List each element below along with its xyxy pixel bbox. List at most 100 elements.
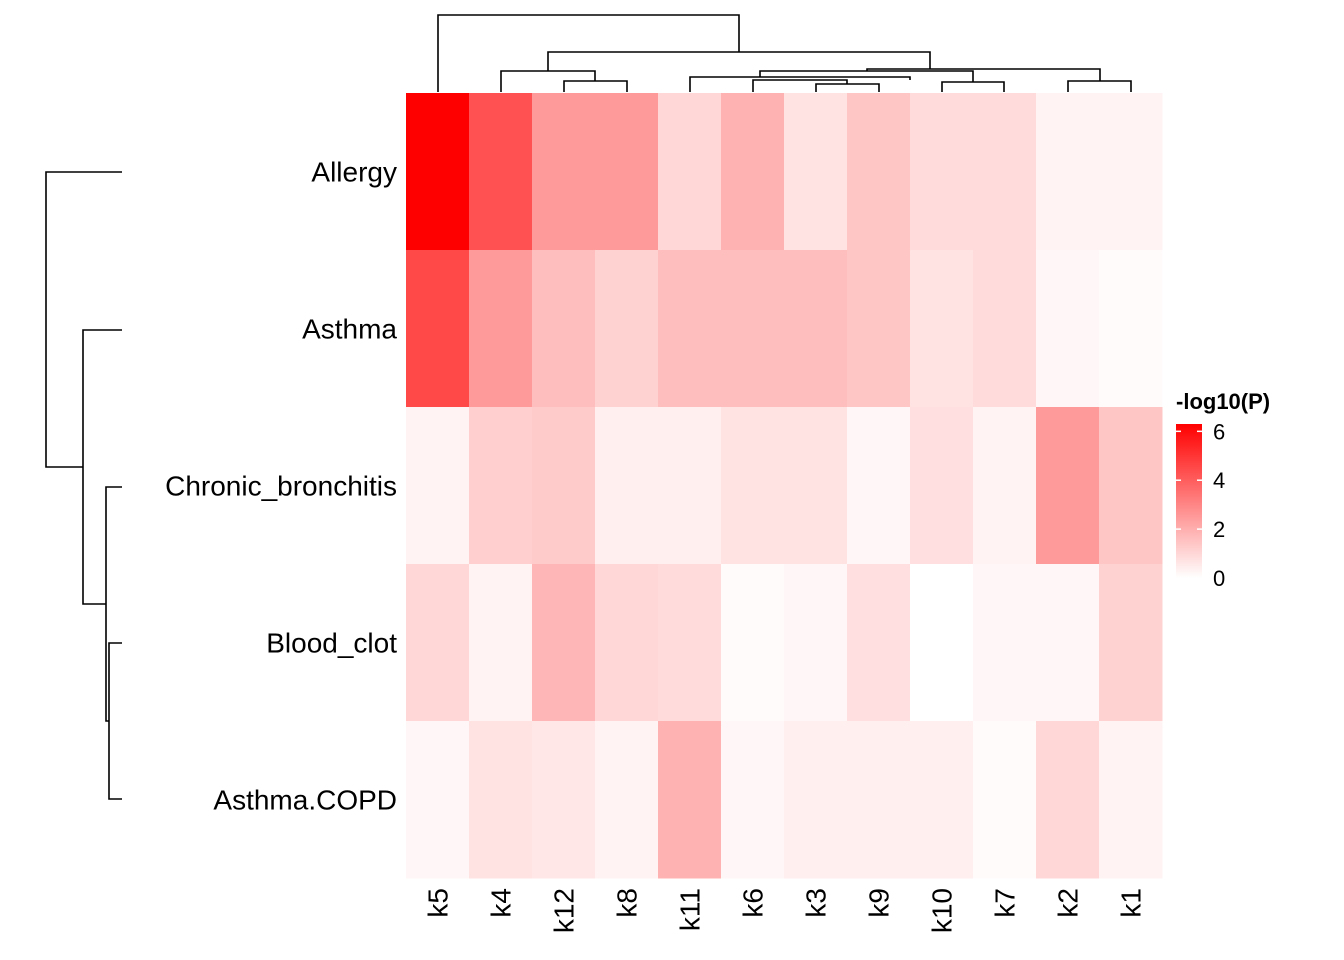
heatmap-cell-Allergy-k9 [847,93,911,251]
row-label: Blood_clot [266,628,397,659]
heatmap-cell-Chronic_bronchitis-k1 [1099,407,1163,565]
heatmap-cell-Asthma.COPD-k5 [406,721,470,879]
column-label: k10 [927,888,958,933]
heatmap-cell-Blood_clot-k2 [1036,564,1100,722]
col-dendro-link-root [437,14,740,92]
colorbar-gradient [1176,424,1202,578]
col-dendro-link-left-right [547,51,931,71]
heatmap-cell-Asthma-k6 [721,250,785,408]
column-label: k2 [1053,888,1084,918]
heatmap-cell-Allergy-k10 [910,93,974,251]
column-label: k5 [423,888,454,918]
heatmap-cell-Asthma-k9 [847,250,911,408]
col-dendro-link-k6-k3k9 [752,79,848,92]
col-dendro-link-k2-k1 [1067,80,1132,92]
column-label: k1 [1116,888,1147,918]
heatmap-cell-Allergy-k5 [406,93,470,251]
heatmap-cell-Asthma-k12 [532,250,596,408]
colorbar-tick-label: 2 [1213,517,1225,542]
column-label: k7 [990,888,1021,918]
heatmap-cell-Blood_clot-k12 [532,564,596,722]
column-labels: k5 k4 k12 k8 k11 k6 k3 k9 k10 k7 k2 k1 [423,888,1147,933]
colorbar-title: -log10(P) [1176,389,1270,414]
row-label: Asthma [302,314,397,345]
heatmap-cell-Chronic_bronchitis-k12 [532,407,596,565]
heatmap-cell-Allergy-k6 [721,93,785,251]
row-dendrogram [45,171,122,800]
heatmap-cell-Asthma.COPD-k12 [532,721,596,879]
row-label: Asthma.COPD [213,785,397,816]
heatmap-cell-Allergy-k3 [784,93,848,251]
heatmap-cell-Allergy-k2 [1036,93,1100,251]
row-dendro-link-asthma-group [82,329,122,605]
col-dendro-link-k10-k7 [941,81,1005,92]
heatmap-cell-Asthma.COPD-k7 [973,721,1037,879]
column-label: k6 [738,888,769,918]
heatmap-cell-Chronic_bronchitis-k10 [910,407,974,565]
heatmap-cell-Asthma-k2 [1036,250,1100,408]
heatmap-cell-Asthma.COPD-k9 [847,721,911,879]
heatmap-cell-Chronic_bronchitis-k8 [595,407,659,565]
heatmap-cells [406,93,1163,879]
heatmap-cell-Asthma.COPD-k6 [721,721,785,879]
column-dendrogram [437,14,1132,92]
heatmap-cell-Blood_clot-k1 [1099,564,1163,722]
heatmap-cell-Allergy-k11 [658,93,722,251]
heatmap-cell-Blood_clot-k3 [784,564,848,722]
heatmap-cell-Blood_clot-k11 [658,564,722,722]
heatmap-cell-Blood_clot-k5 [406,564,470,722]
row-labels: Allergy Asthma Chronic_bronchitis Blood_clo… [165,157,397,816]
row-dendro-link-bloodclot-asthmacopd [108,642,122,800]
heatmap-cell-Asthma-k4 [469,250,533,408]
heatmap-cell-Asthma-k5 [406,250,470,408]
heatmap-cell-Asthma-k10 [910,250,974,408]
heatmap-cell-Blood_clot-k4 [469,564,533,722]
heatmap-cell-Allergy-k1 [1099,93,1163,251]
colorbar-legend: -log10(P) 6 4 2 0 [1176,389,1270,591]
col-dendro-link-k11-k6k3k9 [689,76,911,92]
colorbar-tick-label: 0 [1213,566,1225,591]
row-label: Allergy [311,157,397,188]
heatmap-cell-Blood_clot-k6 [721,564,785,722]
column-label: k3 [801,888,832,918]
heatmap-cell-Asthma-k7 [973,250,1037,408]
heatmap-cell-Asthma.COPD-k3 [784,721,848,879]
heatmap-cell-Asthma.COPD-k1 [1099,721,1163,879]
colorbar-tick-label: 6 [1213,419,1225,444]
column-label: k8 [612,888,643,918]
heatmap-cell-Allergy-k4 [469,93,533,251]
heatmap-cell-Blood_clot-k10 [910,564,974,722]
heatmap-cell-Chronic_bronchitis-k4 [469,407,533,565]
heatmap-cell-Asthma.COPD-k2 [1036,721,1100,879]
heatmap-cell-Asthma-k11 [658,250,722,408]
heatmap-cell-Asthma.COPD-k11 [658,721,722,879]
heatmap-cell-Allergy-k7 [973,93,1037,251]
heatmap-cell-Chronic_bronchitis-k11 [658,407,722,565]
heatmap-cell-Asthma.COPD-k4 [469,721,533,879]
col-dendro-link-mid-k2k1 [866,68,1101,81]
heatmap-cell-Chronic_bronchitis-k2 [1036,407,1100,565]
heatmap-cell-Chronic_bronchitis-k5 [406,407,470,565]
heatmap-cell-Asthma-k8 [595,250,659,408]
heatmap-cell-Allergy-k8 [595,93,659,251]
heatmap-cell-Asthma-k1 [1099,250,1163,408]
heatmap-cell-Chronic_bronchitis-k3 [784,407,848,565]
heatmap-cell-Asthma.COPD-k10 [910,721,974,879]
heatmap-cell-Chronic_bronchitis-k7 [973,407,1037,565]
column-label: k9 [864,888,895,918]
col-dendro-link-k12-k8 [563,80,628,92]
heatmap-cell-Allergy-k12 [532,93,596,251]
column-label: k4 [486,888,517,918]
heatmap-cell-Chronic_bronchitis-k9 [847,407,911,565]
row-label: Chronic_bronchitis [165,471,397,502]
column-label: k12 [549,888,580,933]
row-dendro-link-root [45,171,122,468]
heatmap-cell-Chronic_bronchitis-k6 [721,407,785,565]
colorbar-tick-label: 4 [1213,468,1225,493]
heatmap-cell-Blood_clot-k7 [973,564,1037,722]
heatmap-cell-Asthma.COPD-k8 [595,721,659,879]
col-dendro-link-k3-k9 [815,83,880,92]
heatmap-cell-Blood_clot-k9 [847,564,911,722]
column-label: k11 [675,888,706,931]
